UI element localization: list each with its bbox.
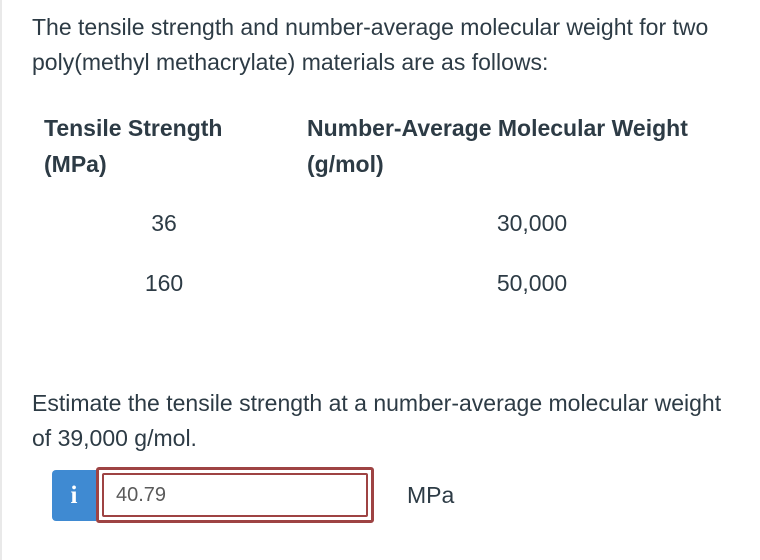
- column-header-molecular-weight-label: Number-Average Molecular Weight: [307, 115, 688, 141]
- table-row: 160 50,000: [32, 268, 760, 298]
- column-header-tensile-strength-label: Tensile Strength: [44, 115, 223, 141]
- data-table: Tensile Strength (MPa) Number-Average Mo…: [32, 110, 760, 298]
- question-intro-text: The tensile strength and number-average …: [32, 14, 709, 75]
- column-header-molecular-weight-unit: (g/mol): [307, 151, 384, 177]
- molecular-weight-value: 30,000: [496, 210, 568, 236]
- molecular-weight-value: 50,000: [496, 270, 568, 296]
- info-icon: i: [70, 481, 78, 509]
- tensile-strength-value: 160: [144, 270, 184, 296]
- tensile-strength-value: 36: [151, 210, 177, 236]
- table-row: 36 30,000: [32, 208, 760, 238]
- column-header-molecular-weight: Number-Average Molecular Weight (g/mol): [307, 110, 757, 182]
- column-header-tensile-strength-unit: (MPa): [44, 151, 107, 177]
- column-header-tensile-strength: Tensile Strength (MPa): [44, 110, 284, 182]
- question-prompt-text: Estimate the tensile strength at a numbe…: [32, 390, 722, 451]
- answer-row: i MPa: [52, 467, 760, 523]
- answer-input-error-frame: [96, 467, 374, 523]
- unit-label: MPa: [407, 481, 455, 508]
- table-header-row: Tensile Strength (MPa) Number-Average Mo…: [32, 110, 760, 182]
- answer-input[interactable]: [102, 473, 368, 517]
- info-button[interactable]: i: [52, 469, 96, 521]
